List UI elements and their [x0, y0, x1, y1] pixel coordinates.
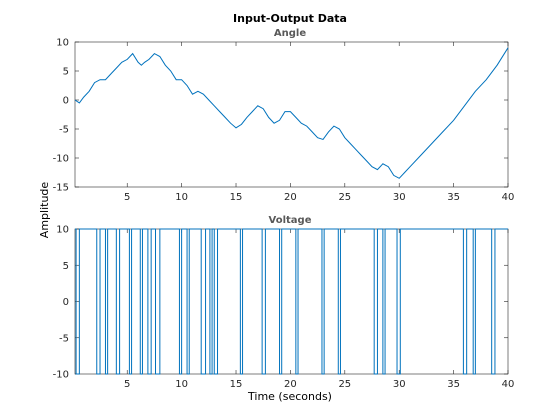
voltage-xticks: 5 10 15 20 25 30 35 40 — [124, 229, 514, 390]
voltage-yticks: -10 -5 0 5 10 — [53, 225, 508, 381]
angle-ytick-label: -10 — [53, 154, 69, 165]
voltage-panel: Voltage -10 -5 0 5 10 5 10 15 20 25 30 35 40 — [53, 215, 515, 390]
angle-xtick-label: 40 — [502, 192, 515, 203]
voltage-ytick-label: 10 — [56, 225, 69, 236]
voltage-ytick-label: -10 — [53, 370, 69, 381]
voltage-xtick-label: 10 — [175, 379, 188, 390]
voltage-xtick-label: 15 — [230, 379, 243, 390]
x-axis-label: Time (seconds) — [247, 390, 332, 403]
angle-panel: Angle -15 -10 -5 0 5 10 5 10 15 20 25 30 35 40 — [53, 28, 515, 203]
voltage-xtick-label: 20 — [284, 379, 297, 390]
angle-panel-title: Angle — [274, 28, 306, 39]
angle-xtick-label: 20 — [284, 192, 297, 203]
angle-xtick-label: 5 — [124, 192, 130, 203]
voltage-xtick-label: 25 — [338, 379, 351, 390]
angle-xtick-label: 25 — [338, 192, 351, 203]
angle-axes-box — [74, 41, 509, 188]
voltage-series-line — [75, 228, 508, 375]
voltage-xtick-label: 5 — [124, 379, 130, 390]
voltage-xtick-label: 35 — [447, 379, 460, 390]
voltage-ytick-label: -5 — [59, 333, 69, 344]
voltage-xtick-label: 40 — [502, 379, 515, 390]
angle-ytick-label: -5 — [59, 125, 69, 136]
angle-xticks: 5 10 15 20 25 30 35 40 — [124, 42, 514, 203]
angle-xtick-label: 35 — [447, 192, 460, 203]
voltage-ytick-label: 0 — [63, 297, 69, 308]
voltage-ytick-label: 5 — [63, 261, 69, 272]
voltage-panel-title: Voltage — [269, 215, 312, 226]
chart-title: Input-Output Data — [233, 12, 347, 25]
voltage-xtick-label: 30 — [393, 379, 406, 390]
angle-xtick-label: 10 — [175, 192, 188, 203]
angle-ytick-label: -15 — [53, 183, 69, 194]
angle-ytick-label: 5 — [63, 67, 69, 78]
angle-series-line — [74, 47, 509, 179]
angle-xtick-label: 15 — [230, 192, 243, 203]
y-axis-label: Amplitude — [38, 182, 51, 239]
angle-ytick-label: 10 — [56, 38, 69, 49]
angle-xtick-label: 30 — [393, 192, 406, 203]
angle-yticks: -15 -10 -5 0 5 10 — [53, 38, 508, 194]
angle-ytick-label: 0 — [63, 96, 69, 107]
